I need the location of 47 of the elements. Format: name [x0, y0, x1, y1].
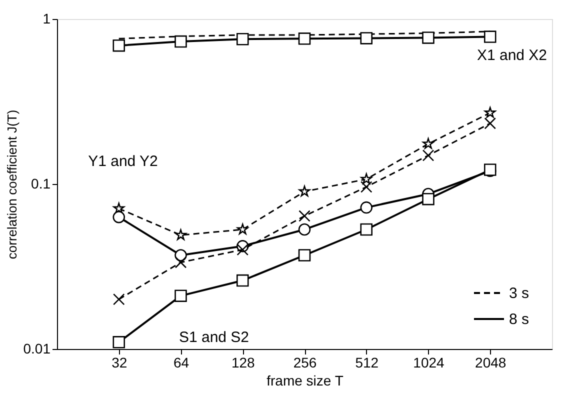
point: [174, 256, 187, 268]
x-tick-label: 512: [355, 354, 379, 370]
point: [112, 210, 125, 224]
point: [422, 150, 434, 162]
annotation: Y1 and Y2: [88, 153, 158, 170]
point: [298, 249, 311, 262]
x-tick-label: 128: [231, 354, 256, 370]
point: [236, 33, 249, 46]
y-tick-label: 1: [42, 10, 51, 26]
x-tick-label: 1024: [413, 354, 445, 370]
point: [112, 336, 125, 348]
point: [298, 223, 311, 236]
point: [298, 186, 310, 196]
legend-label: 8 s: [509, 311, 530, 328]
y-tick-label: 0.1: [31, 176, 51, 192]
point: [484, 30, 496, 43]
legend-label: 3 s: [509, 285, 530, 302]
point: [360, 32, 372, 44]
y-axis-title: correlation coefficient J(T): [4, 110, 20, 260]
annotation: X1 and X2: [476, 47, 548, 64]
point: [174, 35, 187, 48]
point: [236, 244, 249, 256]
x-tick-label: 256: [293, 354, 317, 370]
point: [298, 210, 310, 222]
point: [422, 192, 434, 206]
point: [484, 117, 496, 130]
point: [360, 223, 372, 236]
point: [360, 173, 372, 184]
point: [112, 39, 125, 52]
annotation: S1 and S2: [178, 329, 250, 346]
x-axis-title: frame size T: [266, 372, 344, 388]
point: [175, 229, 186, 240]
point: [236, 224, 248, 234]
point: [174, 290, 187, 302]
point: [112, 293, 125, 306]
y-tick-label: 0.01: [23, 340, 51, 356]
x-tick-label: 2048: [475, 354, 506, 370]
point: [236, 274, 249, 287]
x-tick-label: 32: [112, 354, 128, 370]
point: [422, 32, 434, 44]
point: [298, 32, 311, 45]
point: [484, 106, 496, 118]
x-tick-label: 64: [173, 354, 190, 370]
point: [360, 181, 372, 193]
point: [174, 249, 187, 262]
point: [422, 138, 434, 149]
point: [360, 201, 372, 214]
